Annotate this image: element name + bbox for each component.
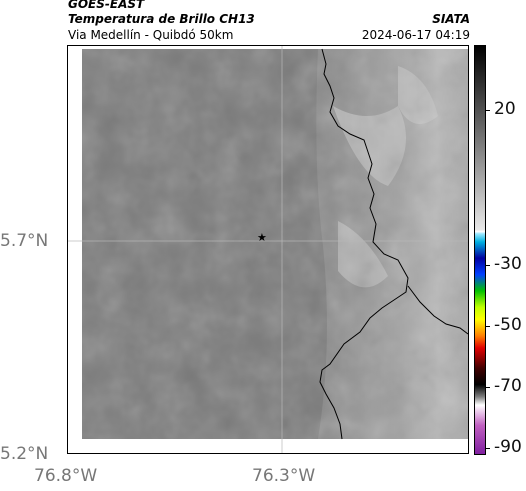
colorbar-gradient: [475, 46, 485, 454]
timestamp-label: 2024-06-17 04:19: [361, 28, 470, 42]
star-marker-icon: ★: [257, 231, 267, 244]
boundary-line: [319, 48, 409, 440]
colorbar-tick-minus70: -70: [494, 376, 522, 396]
lon-tick-76-8: 76.8°W: [34, 466, 98, 486]
colorbar-tick-minus50: -50: [494, 315, 522, 335]
lat-tick-5-2: 5.2°N: [0, 444, 49, 464]
satellite-map: ★: [67, 45, 469, 454]
boundary-line-east: [407, 285, 468, 335]
product-title: Temperatura de Brillo CH13: [68, 12, 255, 26]
colorbar: [474, 45, 486, 455]
colorbar-tick-minus90: -90: [494, 437, 522, 457]
region-label: Via Medellín - Quibdó 50km: [68, 28, 234, 42]
colorbar-tick-minus30: -30: [494, 254, 522, 274]
satellite-name: GOES-EAST: [68, 0, 145, 11]
lon-tick-76-3: 76.3°W: [252, 466, 316, 486]
agency-label: SIATA: [432, 12, 470, 26]
colorbar-tick-20: 20: [494, 99, 516, 119]
lat-tick-5-7: 5.7°N: [0, 231, 49, 251]
map-image: [68, 46, 468, 453]
